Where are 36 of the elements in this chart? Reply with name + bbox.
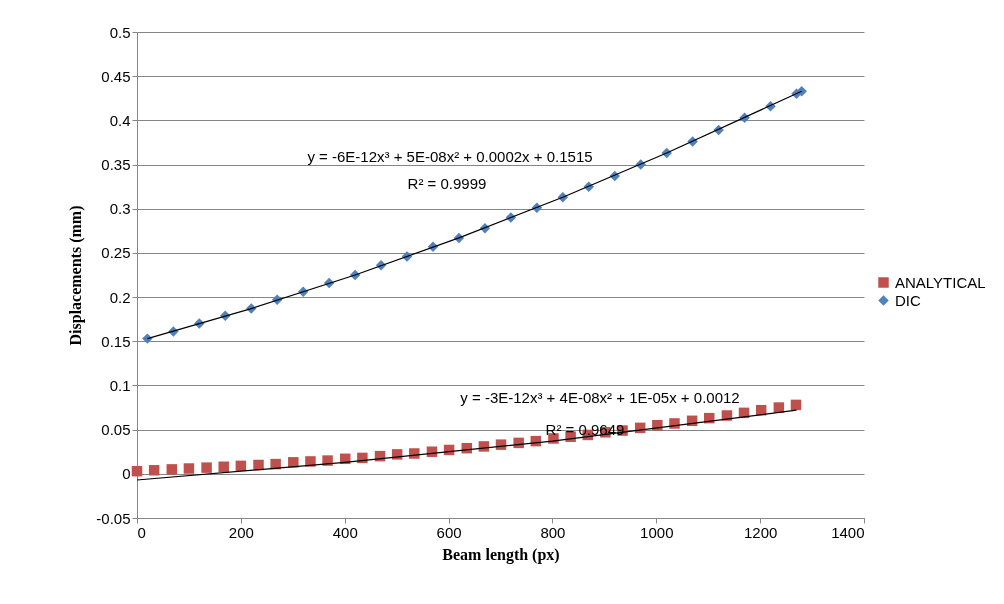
x-tick-label: 1000: [640, 523, 674, 541]
point: [166, 464, 178, 475]
point: [201, 462, 212, 473]
x-axis-title: Beam length (px): [442, 545, 560, 564]
y-tick-label: 0.25: [101, 244, 131, 262]
legend-label: DIC: [895, 291, 921, 309]
point: [218, 461, 229, 472]
y-tick-label: 0.15: [101, 332, 131, 350]
point: [183, 463, 195, 474]
x-tick-label: 200: [228, 523, 254, 541]
point: [131, 465, 143, 477]
annotation: y = -6E-12x³ + 5E-08x² + 0.0002x + 0.1515: [307, 148, 593, 165]
point: [148, 465, 160, 476]
legend-label: ANALYTICAL: [895, 273, 986, 291]
y-tick-label: 0: [122, 465, 131, 483]
x-tick-label: 800: [540, 523, 566, 541]
y-tick-label: 0.5: [109, 23, 131, 41]
y-tick-label: 0.4: [109, 111, 131, 129]
annotation: R² = 0.9999: [407, 175, 487, 192]
x-tick-label: 600: [436, 523, 462, 541]
y-tick-label: 0.45: [101, 67, 131, 85]
annotation: y = -3E-12x³ + 4E-08x² + 1E-05x + 0.0012: [460, 389, 740, 406]
point: [253, 459, 264, 471]
y-tick-label: 0.05: [101, 421, 131, 439]
y-tick-label: 0.2: [109, 288, 131, 306]
x-tick-label: 400: [332, 523, 358, 541]
point: [790, 399, 802, 411]
point: [142, 333, 153, 344]
x-tick-label: 0: [137, 523, 146, 541]
y-axis-title: Displacements (mm): [67, 205, 86, 346]
x-tick-label: 1400: [831, 523, 865, 541]
y-tick-label: 0.35: [101, 156, 131, 174]
y-tick-label: 0.3: [109, 200, 131, 218]
x-tick-label: 1200: [743, 523, 778, 541]
y-tick-label: 0.1: [109, 376, 131, 394]
y-tick-label: -0.05: [96, 509, 131, 527]
